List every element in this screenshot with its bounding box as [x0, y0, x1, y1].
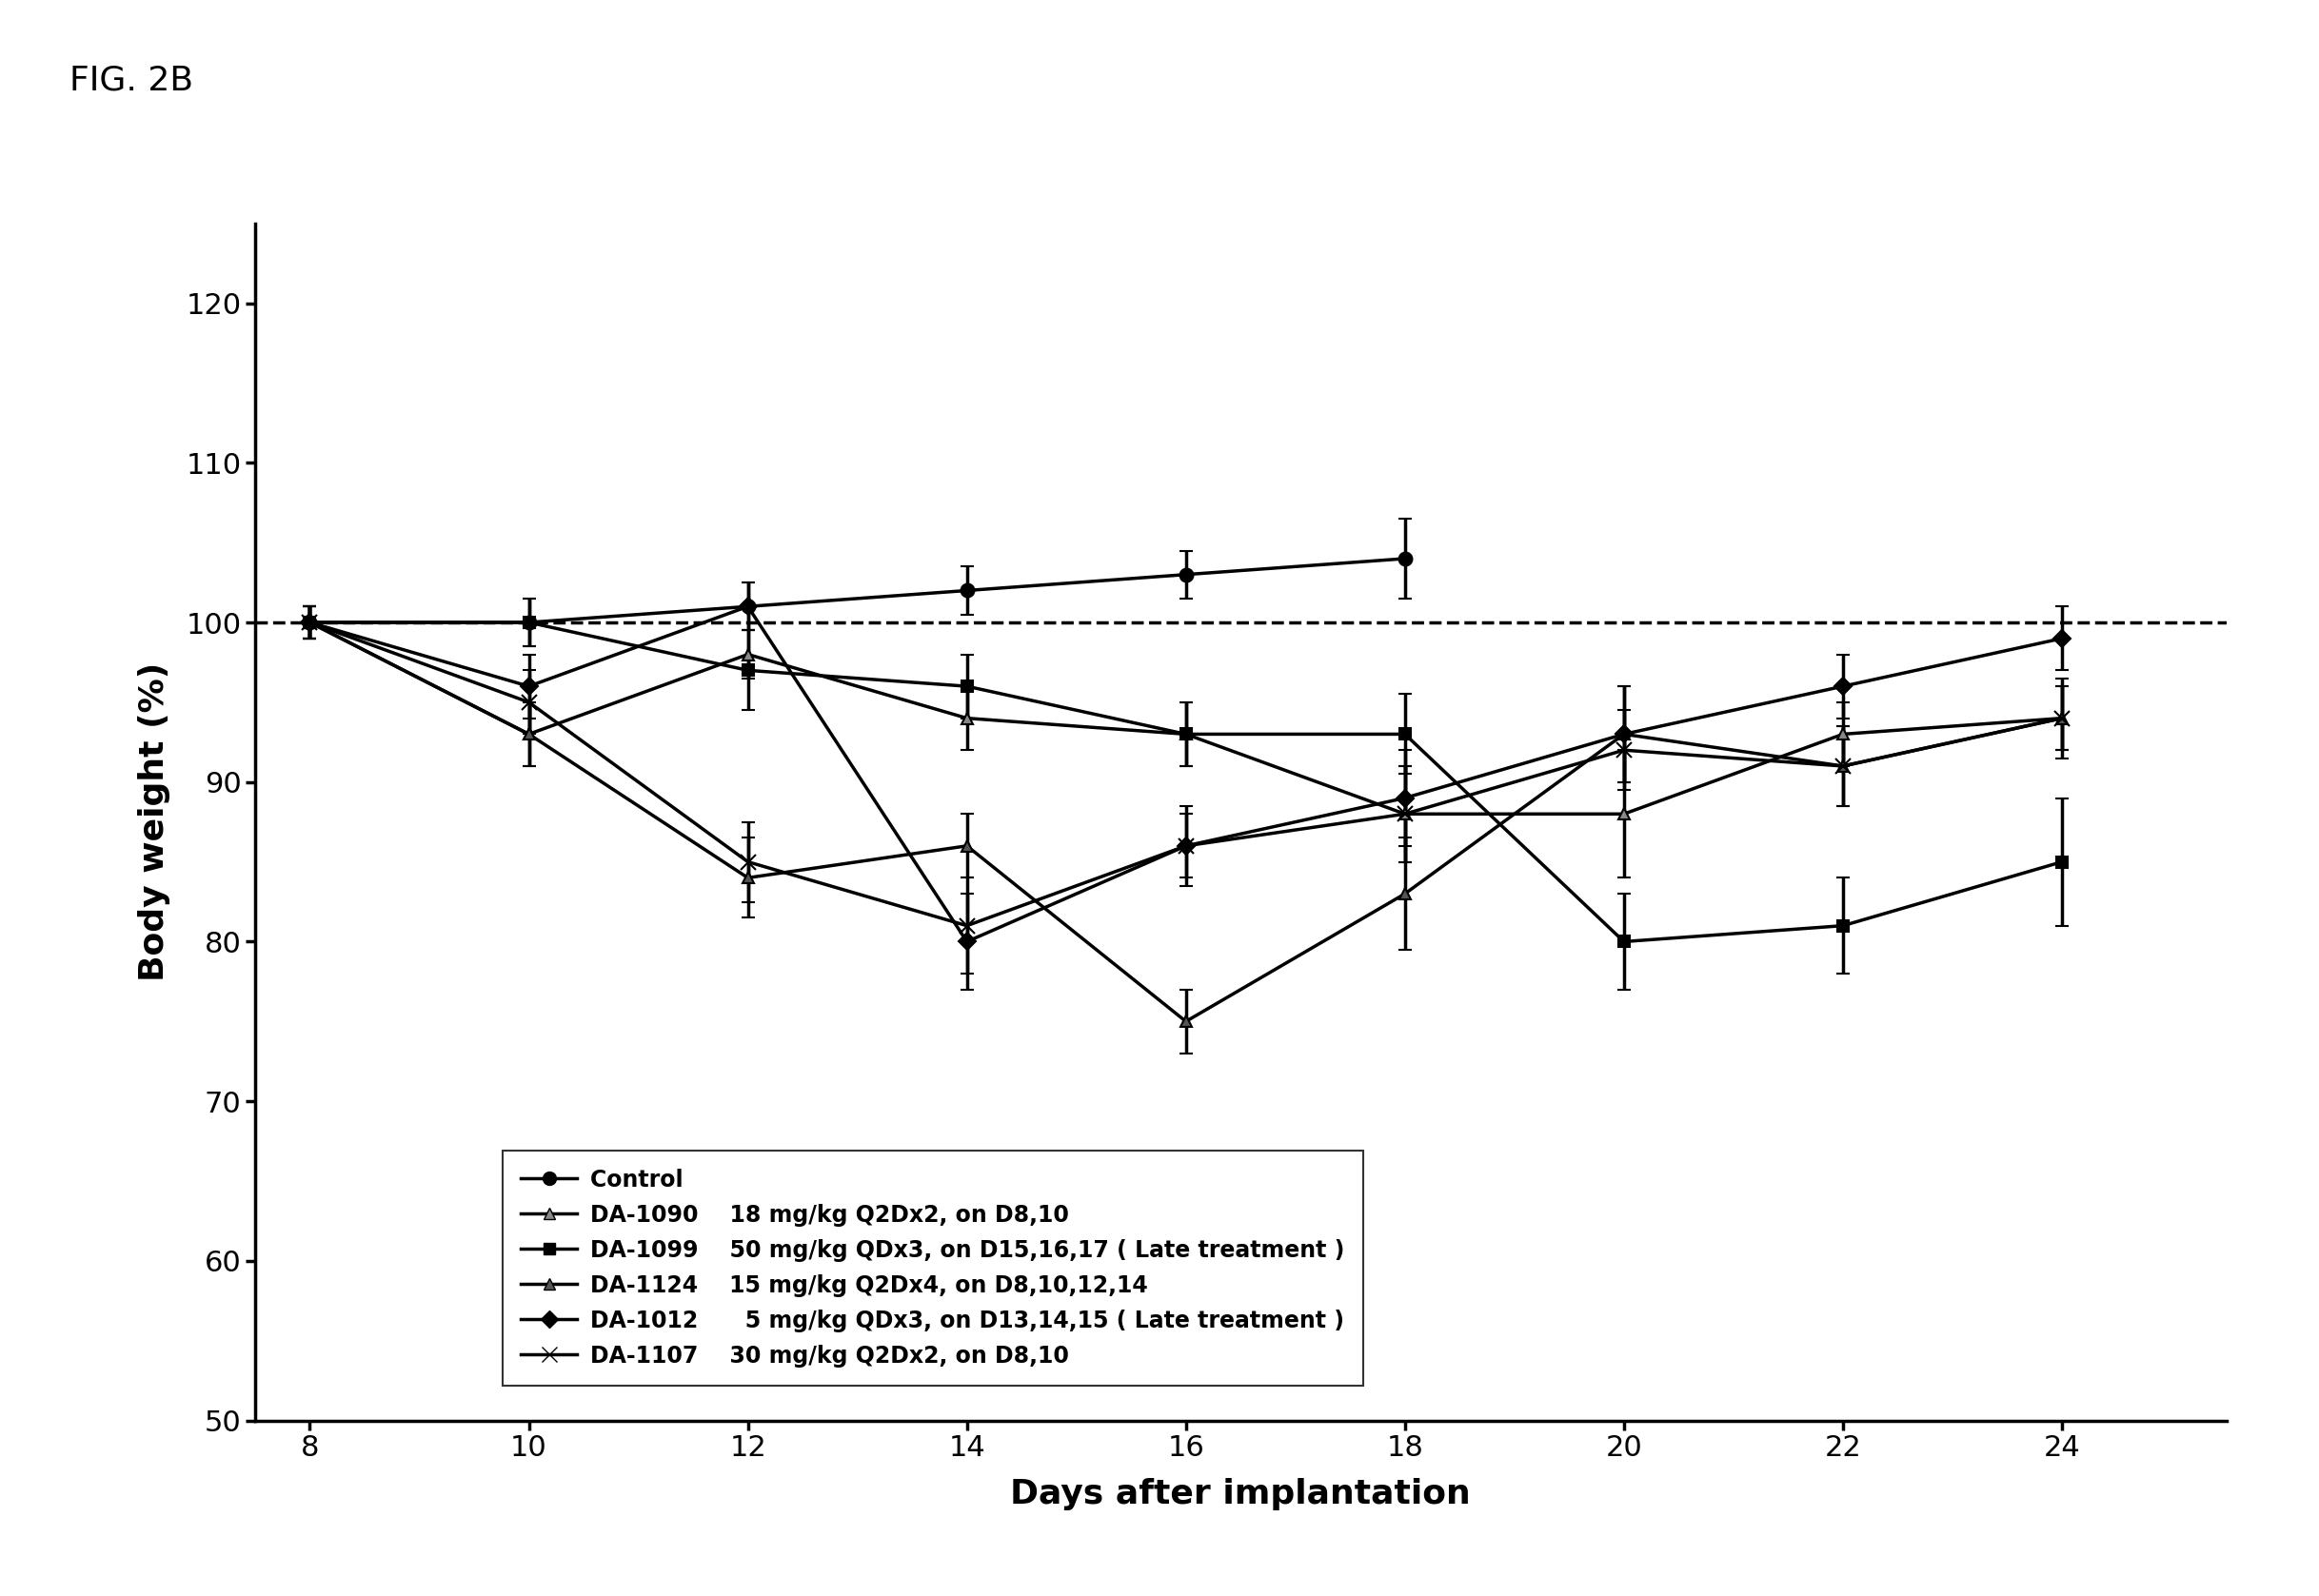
Text: FIG. 2B: FIG. 2B: [70, 64, 192, 96]
Legend: Control    , DA-1090    18 mg/kg Q2Dx2, on D8,10, DA-1099    50 mg/kg QDx3, on D: Control , DA-1090 18 mg/kg Q2Dx2, on D8,…: [503, 1151, 1364, 1385]
Y-axis label: Body weight (%): Body weight (%): [137, 662, 169, 982]
X-axis label: Days after implantation: Days after implantation: [1011, 1478, 1470, 1510]
